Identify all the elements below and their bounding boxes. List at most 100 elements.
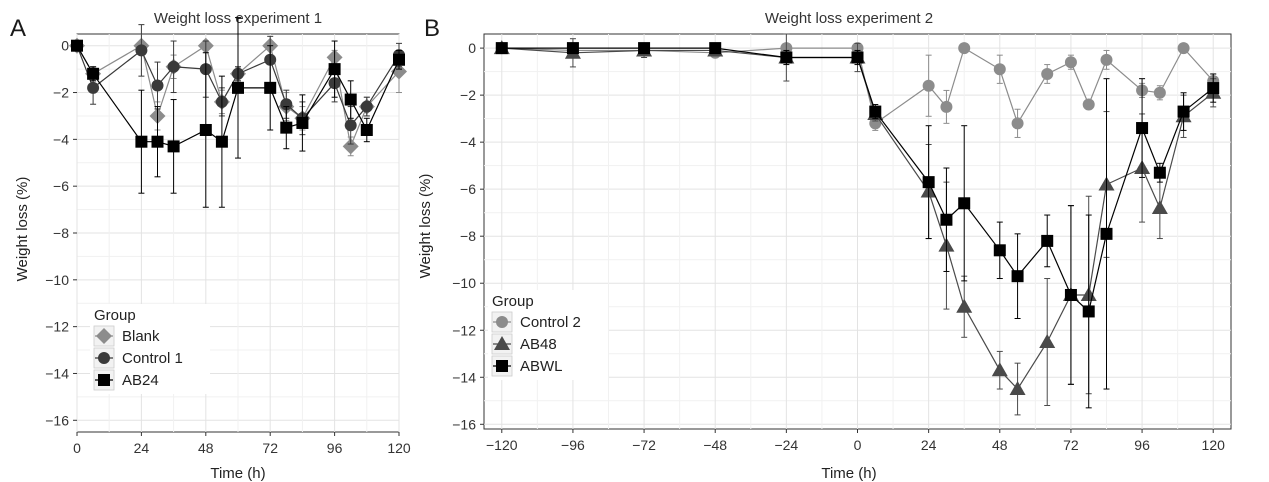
gridlines-a (76, 34, 400, 432)
data-point (1153, 86, 1166, 99)
data-point (851, 51, 864, 64)
data-point (1177, 42, 1190, 55)
legend-item: AB24 (93, 369, 159, 391)
x-tick-label: 0 (854, 437, 862, 453)
y-tick-label: −4 (53, 131, 69, 147)
data-point (87, 81, 100, 94)
x-tick-label: 24 (134, 440, 150, 456)
data-point (360, 123, 373, 136)
data-point (232, 81, 244, 94)
legend-marker (98, 374, 110, 386)
data-point (1100, 227, 1113, 240)
plot-area-b: 0 −2 −4 −6 −8 −10 −12 −14 −16 −120 −96 −72 −48 −24 0 24… (452, 33, 1232, 453)
data-point (167, 60, 180, 73)
legend-label: Control 2 (520, 314, 581, 331)
data-point (993, 63, 1006, 76)
data-point (1064, 288, 1077, 301)
legend-item: AB48 (491, 333, 557, 355)
y-axis-label-a: Weight loss (%) (14, 177, 31, 282)
y-tick-label: −16 (452, 416, 476, 432)
legend-label: Blank (122, 328, 160, 345)
legend-item: Control 2 (491, 311, 581, 333)
data-point (566, 42, 579, 55)
data-point (1009, 381, 1026, 396)
data-point (1039, 334, 1056, 349)
data-point (264, 81, 277, 94)
legend-title: Group (492, 293, 534, 310)
data-point (296, 116, 309, 129)
data-point (956, 298, 973, 313)
x-tick-label: 0 (73, 440, 81, 456)
y-tick-label: −14 (452, 369, 476, 385)
x-tick-label: 120 (1202, 437, 1226, 453)
data-point (280, 98, 293, 111)
y-tick-label: −2 (460, 87, 476, 103)
legend-item: Control 1 (93, 347, 183, 369)
series-line-abwl (501, 47, 1214, 313)
data-point (1207, 82, 1220, 95)
data-point (1011, 117, 1024, 130)
x-tick-label: 96 (1134, 437, 1150, 453)
x-tick-label: 72 (1063, 437, 1079, 453)
data-point (151, 135, 164, 148)
x-tick-label: 120 (387, 440, 411, 456)
y-tick-label: −4 (460, 134, 476, 150)
x-tick-label: −96 (561, 437, 585, 453)
legend-label: Control 1 (122, 350, 183, 367)
data-point (151, 79, 164, 92)
x-axis-label-a: Time (h) (210, 465, 265, 482)
data-point (1082, 305, 1095, 318)
x-tick-label: −48 (703, 437, 727, 453)
x-tick-label: 24 (921, 437, 937, 453)
data-point (709, 42, 722, 55)
series-ab24 (71, 17, 405, 208)
legend-marker (98, 352, 110, 364)
legend-b: Group Control 2 AB48 ABWL (488, 290, 608, 380)
data-point (1100, 53, 1113, 66)
data-point (87, 67, 100, 80)
x-tick-label: −24 (774, 437, 798, 453)
x-tick-label: −72 (632, 437, 656, 453)
data-point (135, 44, 148, 57)
data-point (638, 42, 651, 55)
data-point (993, 244, 1006, 257)
y-tick-label: −2 (53, 85, 69, 101)
x-axis-label-b: Time (h) (821, 465, 876, 482)
y-tick-label: −6 (53, 178, 69, 194)
legend-marker (96, 328, 112, 344)
x-tick-label: 72 (262, 440, 278, 456)
y-tick-label: −6 (460, 181, 476, 197)
data-point (344, 93, 357, 106)
series-abwl (495, 42, 1220, 409)
legend-item: ABWL (491, 355, 563, 377)
y-tick-label: −14 (45, 365, 69, 381)
data-point (167, 140, 180, 153)
data-point (940, 213, 953, 226)
data-point (135, 135, 148, 148)
chart-title-b: Weight loss experiment 2 (765, 10, 933, 27)
legend-label: AB24 (122, 372, 159, 389)
data-point (1153, 166, 1166, 179)
data-point (1064, 56, 1077, 69)
y-tick-label: −10 (452, 275, 476, 291)
data-point (958, 197, 971, 210)
data-point (342, 138, 359, 155)
legend-item: Blank (93, 325, 160, 347)
y-tick-label: −8 (460, 228, 476, 244)
y-tick-label: 0 (468, 40, 476, 56)
x-tick-label: 48 (992, 437, 1008, 453)
y-tick-label: −12 (45, 319, 69, 335)
data-point (869, 117, 882, 130)
plot-area-a: 0−2−4−6−8−10−12−14−160 24 48 72 96 120GroupBl… (45, 17, 411, 456)
legend-title: Group (94, 307, 136, 324)
data-point (1011, 270, 1024, 283)
data-point (1151, 199, 1168, 214)
x-tick-label: −120 (486, 437, 518, 453)
legend-label: ABWL (520, 358, 563, 375)
data-point (328, 63, 341, 76)
data-point (1177, 105, 1190, 118)
data-point (280, 121, 293, 134)
data-point (940, 100, 953, 113)
y-tick-label: −16 (45, 412, 69, 428)
